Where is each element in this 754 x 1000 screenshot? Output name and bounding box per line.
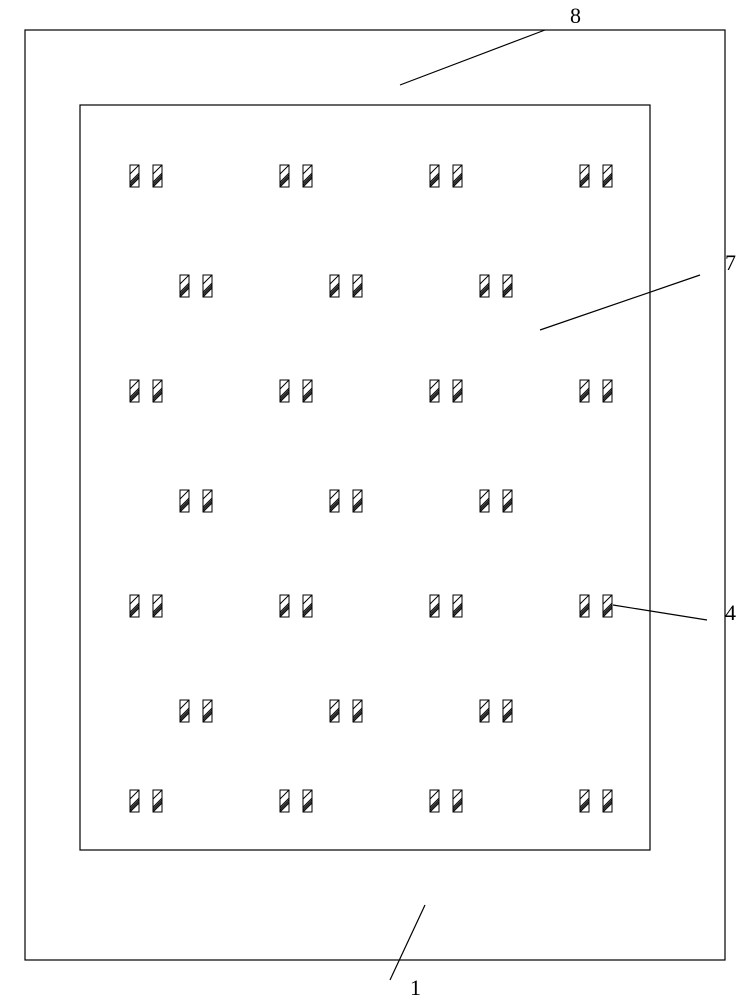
callout-label: 1 <box>410 975 421 1000</box>
callout-label: 8 <box>570 3 581 28</box>
callout-label: 7 <box>725 250 736 275</box>
callout-label: 4 <box>725 600 736 625</box>
